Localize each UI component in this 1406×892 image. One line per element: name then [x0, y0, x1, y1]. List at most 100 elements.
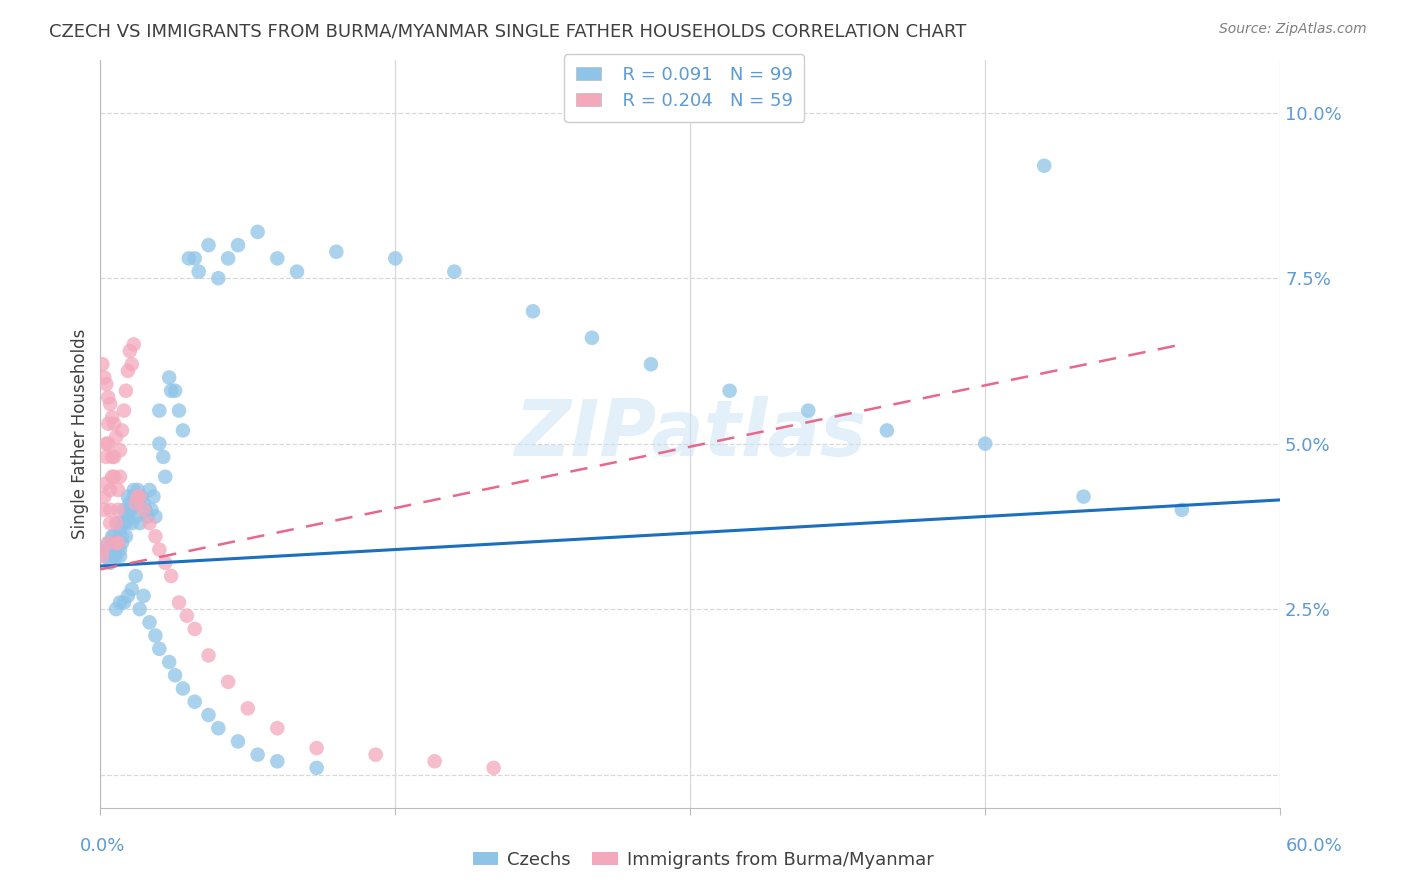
- Point: [98, 549, 121, 563]
- Point: [132, 496, 155, 510]
- Point: [97, 390, 120, 404]
- Point: [184, 252, 207, 266]
- Point: [105, 536, 128, 550]
- Point: [135, 503, 157, 517]
- Point: [101, 536, 124, 550]
- Point: [103, 450, 125, 464]
- Point: [167, 403, 190, 417]
- Point: [155, 469, 177, 483]
- Point: [118, 344, 141, 359]
- Point: [187, 264, 209, 278]
- Point: [96, 549, 118, 563]
- Y-axis label: Single Father Households: Single Father Households: [72, 328, 89, 539]
- Point: [305, 761, 328, 775]
- Point: [155, 556, 177, 570]
- Point: [266, 252, 288, 266]
- Point: [115, 384, 138, 398]
- Point: [423, 754, 446, 768]
- Point: [207, 721, 229, 735]
- Point: [93, 490, 115, 504]
- Point: [138, 516, 160, 530]
- Point: [111, 536, 134, 550]
- Point: [115, 516, 138, 530]
- Point: [184, 622, 207, 636]
- Point: [177, 252, 200, 266]
- Point: [121, 357, 143, 371]
- Point: [160, 384, 183, 398]
- Point: [125, 496, 148, 510]
- Point: [105, 542, 128, 557]
- Point: [91, 357, 114, 371]
- Text: CZECH VS IMMIGRANTS FROM BURMA/MYANMAR SINGLE FATHER HOUSEHOLDS CORRELATION CHAR: CZECH VS IMMIGRANTS FROM BURMA/MYANMAR S…: [49, 22, 966, 40]
- Point: [107, 483, 129, 497]
- Point: [226, 734, 249, 748]
- Point: [97, 417, 120, 431]
- Point: [160, 569, 183, 583]
- Point: [107, 536, 129, 550]
- Point: [96, 450, 118, 464]
- Point: [93, 503, 115, 517]
- Point: [384, 252, 406, 266]
- Point: [101, 469, 124, 483]
- Point: [103, 529, 125, 543]
- Point: [138, 483, 160, 497]
- Point: [797, 403, 820, 417]
- Point: [148, 641, 170, 656]
- Point: [98, 483, 121, 497]
- Point: [93, 542, 115, 557]
- Point: [141, 503, 163, 517]
- Point: [105, 536, 128, 550]
- Point: [132, 503, 155, 517]
- Point: [165, 668, 187, 682]
- Point: [226, 238, 249, 252]
- Point: [197, 648, 219, 663]
- Point: [118, 496, 141, 510]
- Point: [165, 384, 187, 398]
- Point: [127, 483, 149, 497]
- Point: [108, 443, 131, 458]
- Point: [112, 595, 135, 609]
- Point: [98, 516, 121, 530]
- Point: [152, 450, 174, 464]
- Point: [105, 430, 128, 444]
- Point: [98, 397, 121, 411]
- Point: [111, 424, 134, 438]
- Point: [364, 747, 387, 762]
- Point: [148, 542, 170, 557]
- Point: [115, 529, 138, 543]
- Point: [108, 595, 131, 609]
- Point: [108, 469, 131, 483]
- Point: [112, 403, 135, 417]
- Point: [121, 516, 143, 530]
- Point: [522, 304, 544, 318]
- Point: [197, 238, 219, 252]
- Point: [117, 490, 139, 504]
- Point: [122, 337, 145, 351]
- Point: [91, 549, 114, 563]
- Point: [105, 549, 128, 563]
- Text: ZIPatlas: ZIPatlas: [515, 396, 866, 472]
- Point: [108, 549, 131, 563]
- Point: [107, 536, 129, 550]
- Point: [1073, 490, 1095, 504]
- Point: [98, 503, 121, 517]
- Point: [101, 410, 124, 425]
- Point: [266, 754, 288, 768]
- Point: [128, 516, 150, 530]
- Text: 0.0%: 0.0%: [80, 837, 125, 855]
- Point: [112, 503, 135, 517]
- Point: [105, 602, 128, 616]
- Point: [97, 542, 120, 557]
- Point: [103, 417, 125, 431]
- Point: [98, 556, 121, 570]
- Point: [118, 503, 141, 517]
- Point: [443, 264, 465, 278]
- Point: [105, 516, 128, 530]
- Point: [101, 529, 124, 543]
- Point: [97, 536, 120, 550]
- Point: [640, 357, 662, 371]
- Point: [107, 503, 129, 517]
- Point: [142, 490, 165, 504]
- Point: [246, 225, 269, 239]
- Point: [1033, 159, 1056, 173]
